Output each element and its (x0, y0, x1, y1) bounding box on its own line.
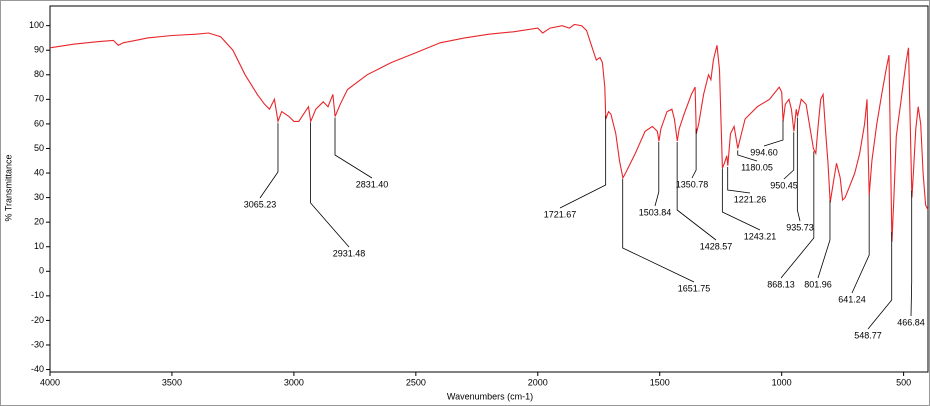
peak-leader (622, 179, 695, 283)
y-axis-label: % Transmittance (3, 154, 13, 221)
peak-label: 466.84 (897, 317, 925, 327)
peak-leader (721, 168, 761, 231)
peak-leader (910, 190, 913, 317)
peak-leader (783, 132, 795, 180)
peak-leader (334, 117, 373, 179)
peak-label: 950.45 (770, 180, 798, 190)
peak-leader (310, 122, 350, 248)
peak-label: 1221.26 (734, 194, 767, 204)
peak-label: 641.24 (838, 294, 866, 304)
plot-area (49, 5, 929, 373)
peak-label: 1243.21 (744, 231, 777, 241)
x-tick-label: 1000 (772, 377, 792, 387)
peak-label: 2931.48 (333, 248, 366, 258)
peak-label: 935.73 (786, 222, 814, 232)
peak-label: 994.60 (750, 147, 778, 157)
peak-leader (676, 142, 717, 241)
peak-leader (851, 194, 870, 294)
peak-label: 2831.40 (356, 179, 389, 189)
x-tick-label: 4000 (40, 377, 60, 387)
peak-leader (654, 141, 660, 207)
y-tick-label: -10 (31, 290, 44, 300)
x-tick-label: 2500 (406, 377, 426, 387)
peak-leader (727, 167, 751, 194)
x-tick-label: 2000 (528, 377, 548, 387)
x-axis-label: Wavenumbers (cm-1) (447, 391, 533, 401)
peak-label: 1651.75 (678, 283, 711, 293)
peak-label: 3065.23 (244, 199, 277, 209)
peak-label: 548.77 (854, 330, 882, 340)
peak-leader (817, 200, 831, 279)
y-tick-label: 30 (34, 192, 44, 202)
peak-leader (559, 115, 607, 209)
y-tick-label: 90 (34, 45, 44, 55)
x-tick-label: 3000 (284, 377, 304, 387)
peak-label: 1180.05 (741, 162, 773, 172)
y-tick-label: -30 (31, 339, 44, 349)
peak-leader (691, 128, 697, 179)
peak-leader (780, 151, 815, 279)
peak-leader (259, 123, 279, 199)
x-tick-label: 3500 (162, 377, 182, 387)
peak-label: 868.13 (767, 279, 795, 289)
peak-leader (867, 231, 893, 330)
peak-label: 801.96 (804, 279, 832, 289)
y-tick-label: -20 (31, 315, 44, 325)
y-tick-label: 0 (39, 266, 44, 276)
y-tick-label: 100 (29, 20, 44, 30)
y-tick-label: 10 (34, 241, 44, 251)
peak-label: 1721.67 (544, 209, 577, 219)
peak-label: 1503.84 (639, 207, 672, 217)
spectrum-line (49, 23, 929, 242)
y-tick-label: 80 (34, 69, 44, 79)
y-tick-label: 70 (34, 94, 44, 104)
y-tick-label: -40 (31, 364, 44, 374)
y-tick-label: 60 (34, 118, 44, 128)
y-tick-label: 50 (34, 143, 44, 153)
peak-leader (763, 120, 784, 147)
x-tick-label: 500 (896, 377, 911, 387)
peak-label: 1350.78 (676, 179, 709, 189)
peak-leader (796, 117, 801, 222)
y-tick-label: 20 (34, 217, 44, 227)
y-tick-label: 40 (34, 167, 44, 177)
peak-label: 1428.57 (700, 241, 733, 251)
x-tick-label: 1500 (650, 377, 670, 387)
peak-leader (737, 150, 758, 162)
